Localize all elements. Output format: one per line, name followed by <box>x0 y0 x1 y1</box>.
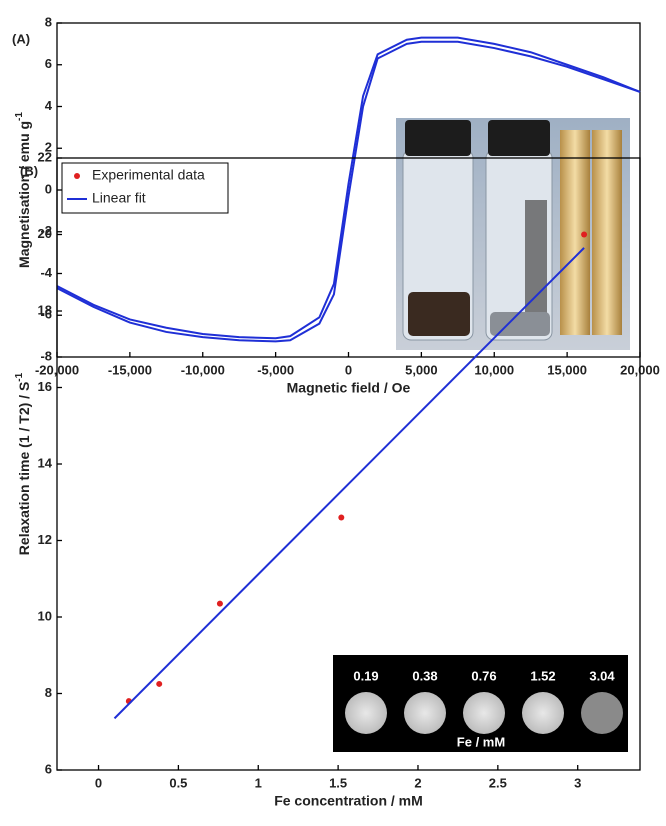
inset-caption: Fe / mM <box>457 734 505 749</box>
y-axis-label: Magnetisation / emu g-1 <box>14 112 32 268</box>
y-tick-label: 2 <box>45 140 52 155</box>
legend-label: Linear fit <box>92 190 146 206</box>
inset-label: 3.04 <box>589 668 615 683</box>
legend-swatch <box>74 173 80 179</box>
x-tick-label: 10,000 <box>474 362 514 377</box>
y-tick-label: 8 <box>45 685 52 700</box>
y-axis-label: Relaxation time (1 / T2) / S-1 <box>14 372 32 555</box>
y-axis-label-superscript: -1 <box>14 372 25 381</box>
y-tick-label: 6 <box>45 56 52 71</box>
x-tick-label: 0 <box>345 362 352 377</box>
x-tick-label: 15,000 <box>547 362 587 377</box>
x-tick-label: -15,000 <box>108 362 152 377</box>
y-tick-label: 20 <box>38 226 52 241</box>
y-tick-label: 16 <box>38 379 52 394</box>
y-tick-label: 22 <box>38 149 52 164</box>
inset-label: 0.19 <box>353 668 378 683</box>
x-tick-label: 3 <box>574 775 581 790</box>
y-tick-label: 6 <box>45 761 52 776</box>
panel-label: (A) <box>12 31 30 46</box>
y-tick-label: 4 <box>45 98 53 113</box>
data-line <box>56 40 641 343</box>
y-tick-label: 14 <box>38 455 53 470</box>
data-point <box>156 680 163 687</box>
x-tick-label: 2 <box>414 775 421 790</box>
y-axis-label-text: Magnetisation / emu g <box>16 121 32 268</box>
x-tick-label: -5,000 <box>257 362 294 377</box>
legend-frame <box>61 162 229 214</box>
inset-disc <box>463 692 505 734</box>
y-tick-label: 12 <box>38 532 52 547</box>
inset-label: 1.52 <box>530 668 555 683</box>
x-tick-label: 0 <box>95 775 102 790</box>
x-axis-label: Magnetic field / Oe <box>287 380 411 396</box>
data-point <box>216 600 223 607</box>
panel-label: (B) <box>20 163 38 178</box>
x-tick-label: -10,000 <box>181 362 225 377</box>
x-tick-label: 5,000 <box>405 362 438 377</box>
y-axis-label-superscript: -1 <box>14 112 25 121</box>
inset-disc <box>522 692 564 734</box>
y-tick-label: -4 <box>40 265 52 280</box>
data-line <box>113 247 585 720</box>
x-tick-label: 0.5 <box>169 775 187 790</box>
x-tick-label: 2.5 <box>489 775 507 790</box>
inset-label: 0.76 <box>471 668 496 683</box>
y-axis-label-text: Relaxation time (1 / T2) / S <box>16 382 32 556</box>
x-tick-label: 1 <box>255 775 262 790</box>
y-tick-label: -8 <box>40 348 52 363</box>
inset-disc <box>404 692 446 734</box>
x-axis-label: Fe concentration / mM <box>274 793 423 809</box>
y-tick-label: -2 <box>40 223 52 238</box>
y-tick-label: 18 <box>38 302 52 317</box>
inset-disc <box>581 692 623 734</box>
y-tick-label: 0 <box>45 181 52 196</box>
data-point <box>338 514 345 521</box>
inset-disc <box>345 692 387 734</box>
y-tick-label: 8 <box>45 14 52 29</box>
y-tick-label: -6 <box>40 307 52 322</box>
photo-inset <box>396 118 630 350</box>
y-tick-label: 10 <box>38 608 52 623</box>
inset-label: 0.38 <box>412 668 437 683</box>
x-tick-label: 1.5 <box>329 775 347 790</box>
data-line <box>56 36 641 340</box>
legend-label: Experimental data <box>92 167 205 183</box>
data-point <box>581 231 588 238</box>
